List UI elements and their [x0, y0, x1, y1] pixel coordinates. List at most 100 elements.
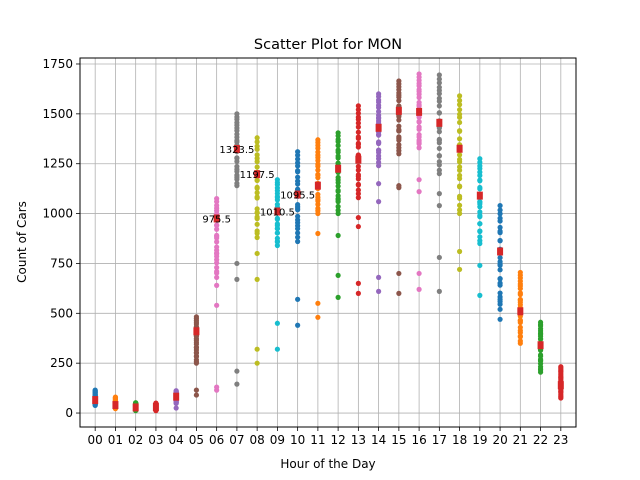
x-tick-label: 20: [492, 433, 507, 447]
data-point: [315, 161, 321, 167]
data-point: [214, 244, 220, 250]
x-tick-label: 10: [290, 433, 305, 447]
data-point: [214, 268, 220, 275]
data-point: [234, 163, 240, 170]
x-tick-label: 21: [513, 433, 528, 447]
data-point: [396, 142, 402, 148]
data-point: [335, 187, 341, 193]
data-point: [295, 230, 301, 236]
data-point: [335, 272, 341, 279]
data-point: [497, 203, 503, 209]
median-marker: [294, 190, 301, 199]
data-point: [497, 215, 503, 221]
data-point: [214, 196, 220, 202]
median-annotation: 1010.5: [260, 207, 295, 218]
data-point: [335, 232, 341, 239]
data-point: [477, 262, 483, 269]
data-point: [295, 234, 301, 240]
data-point: [436, 191, 442, 197]
data-point: [436, 84, 442, 90]
data-point: [517, 324, 523, 330]
data-point: [355, 195, 361, 201]
data-point: [274, 221, 280, 227]
data-point: [477, 177, 483, 183]
data-point: [214, 232, 220, 239]
data-point: [376, 139, 382, 145]
data-point: [477, 156, 483, 162]
data-point: [335, 147, 341, 153]
data-point: [416, 118, 422, 125]
median-annotations: 975.5 1323.5 1197.5 1010.5 1095.5: [202, 145, 315, 225]
data-point: [315, 314, 321, 320]
data-point: [355, 107, 361, 113]
data-point: [355, 187, 361, 193]
y-axis-label: Count of Cars: [15, 201, 29, 283]
data-point: [295, 160, 301, 166]
data-point: [315, 300, 321, 306]
y-tick-label: 1250: [42, 157, 73, 171]
data-point: [274, 177, 280, 183]
y-tick-label: 500: [50, 306, 73, 320]
data-point: [173, 388, 179, 394]
data-point: [416, 71, 422, 77]
data-point: [214, 239, 220, 245]
data-point: [497, 316, 503, 322]
data-point: [376, 288, 382, 294]
data-point: [376, 108, 382, 115]
data-point: [396, 78, 402, 84]
data-point: [254, 164, 260, 170]
y-tick-label: 750: [50, 256, 73, 270]
data-point: [295, 296, 301, 302]
data-point: [335, 143, 341, 149]
data-point: [477, 199, 483, 205]
data-point: [355, 167, 361, 173]
data-point: [396, 183, 402, 189]
data-point: [376, 274, 382, 281]
data-point: [112, 394, 119, 400]
data-point: [355, 114, 361, 120]
data-point: [295, 186, 301, 192]
data-point: [355, 280, 361, 286]
data-point: [335, 174, 341, 181]
median-marker: [112, 401, 119, 410]
median-markers: [92, 106, 564, 412]
y-tick-label: 1500: [42, 107, 73, 121]
data-point: [456, 102, 463, 108]
data-point: [456, 97, 463, 104]
x-tick-label: 04: [169, 433, 184, 447]
data-point: [214, 264, 220, 271]
data-point: [436, 137, 442, 144]
data-point: [254, 250, 260, 257]
data-point: [517, 317, 523, 323]
data-point: [355, 134, 361, 140]
data-point: [254, 346, 260, 352]
data-point: [254, 190, 260, 196]
data-point: [477, 292, 483, 298]
median-annotation: 1323.5: [219, 145, 254, 156]
data-point: [214, 384, 220, 390]
plot-frame: [79, 57, 577, 428]
data-point: [376, 199, 382, 205]
median-marker: [314, 181, 321, 190]
median-marker: [375, 123, 382, 132]
data-point: [436, 145, 442, 152]
data-point: [497, 211, 503, 217]
median-marker: [537, 341, 544, 350]
data-point: [315, 230, 321, 237]
data-point: [335, 130, 341, 136]
data-point: [193, 387, 200, 393]
data-point: [274, 346, 280, 352]
data-point: [436, 72, 442, 78]
median-marker: [92, 396, 99, 405]
data-point: [396, 270, 402, 277]
median-marker: [213, 214, 220, 223]
y-tick-label: 250: [50, 356, 73, 370]
data-point: [396, 135, 402, 141]
data-point: [335, 294, 341, 300]
data-point: [436, 254, 442, 261]
y-tick-label: 1750: [42, 57, 73, 71]
data-point: [456, 193, 463, 199]
x-tick-label: 22: [533, 433, 548, 447]
data-point: [436, 103, 442, 109]
